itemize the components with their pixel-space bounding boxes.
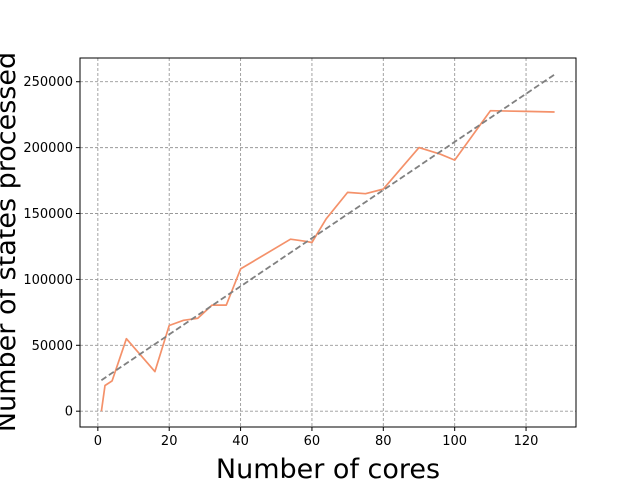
y-axis-label: Number of states processed [0,52,22,432]
y-tick-label: 50000 [32,339,73,354]
x-tick-label: 40 [232,434,249,449]
tick-marks: 0 20 40 60 80 100 120 0 50000 100000 150000 200000 2… [23,75,538,449]
x-tick-label: 100 [442,434,467,449]
y-tick-label: 250000 [23,75,73,90]
x-tick-label: 20 [161,434,178,449]
x-axis-label: Number of cores [216,454,440,480]
x-tick-label: 120 [514,434,539,449]
x-tick-label: 80 [375,434,392,449]
y-tick-label: 150000 [23,207,73,222]
y-tick-label: 200000 [23,141,73,156]
x-tick-label: 0 [94,434,102,449]
measured-series-line [100,109,555,412]
y-tick-label: 100000 [23,273,73,288]
x-tick-label: 60 [304,434,321,449]
fit-line-dashed [100,73,556,381]
series-layer [100,73,556,412]
plot-frame [79,57,577,428]
y-tick-label: 0 [65,405,73,420]
